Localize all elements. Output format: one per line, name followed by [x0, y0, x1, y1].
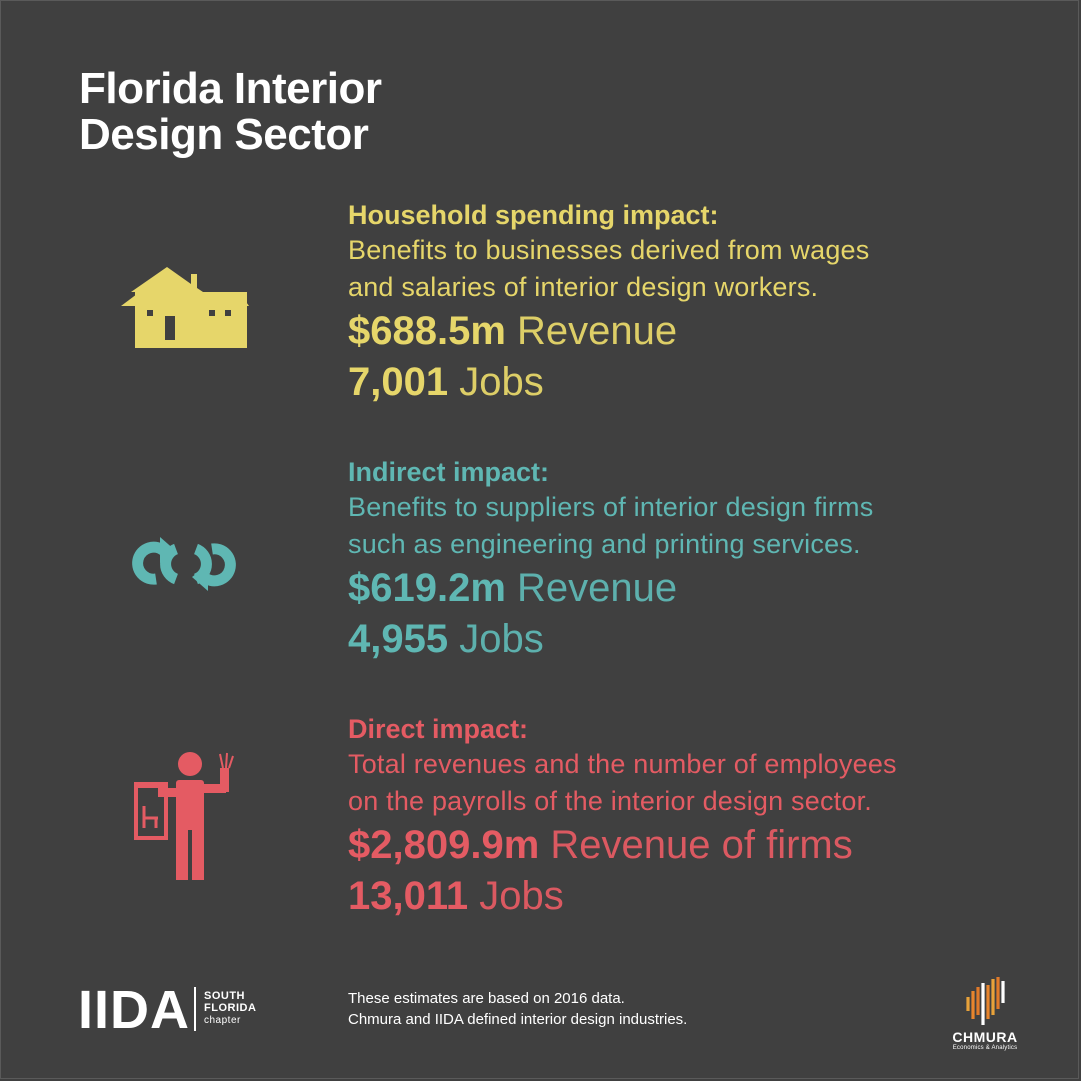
direct-revenue: $2,809.9m Revenue of firms	[348, 820, 1048, 871]
iida-logo-line-1: SOUTH	[204, 990, 245, 1002]
chmura-logo-tagline: Economics & Analytics	[952, 1045, 1018, 1051]
household-desc-line-1: Benefits to businesses derived from wage…	[348, 235, 870, 265]
household-jobs: 7,001 Jobs	[348, 357, 1048, 408]
indirect-jobs: 4,955 Jobs	[348, 614, 1048, 665]
chmura-logo-name: CHMURA	[952, 1029, 1018, 1045]
iida-logo-wordmark: IIDA	[78, 980, 190, 1040]
direct-jobs: 13,011 Jobs	[348, 871, 1048, 922]
direct-revenue-value: $2,809.9m	[348, 823, 540, 867]
page-title: Florida Interior Design Sector	[79, 64, 382, 159]
household-jobs-unit: Jobs	[448, 360, 544, 404]
indirect-desc-line-1: Benefits to suppliers of interior design…	[348, 492, 874, 522]
direct-desc-line-2: on the payrolls of the interior design s…	[348, 786, 872, 816]
household-revenue-unit: Revenue	[505, 309, 678, 353]
household-jobs-value: 7,001	[348, 360, 449, 404]
household-heading: Household spending impact:	[348, 200, 719, 230]
direct-desc-line-1: Total revenues and the number of employe…	[348, 749, 897, 779]
direct-heading: Direct impact:	[348, 714, 529, 744]
chmura-bars-icon	[966, 977, 1005, 1025]
direct-section: Direct impact: Total revenues and the nu…	[348, 712, 1048, 922]
chmura-logo: CHMURA Economics & Analytics	[940, 975, 1030, 1051]
indirect-revenue-unit: Revenue	[505, 566, 678, 610]
household-revenue: $688.5m Revenue	[348, 306, 1048, 357]
footer-note-line-1: These estimates are based on 2016 data.	[348, 990, 625, 1007]
indirect-jobs-value: 4,955	[348, 617, 449, 661]
title-line-2: Design Sector	[79, 110, 369, 159]
indirect-jobs-unit: Jobs	[448, 617, 544, 661]
iida-logo-chapter: SOUTH FLORIDA chapter	[204, 990, 256, 1028]
direct-jobs-unit: Jobs	[468, 874, 564, 918]
iida-logo-line-2: FLORIDA	[204, 1002, 257, 1014]
indirect-revenue: $619.2m Revenue	[348, 563, 1048, 614]
iida-logo-line-3: chapter	[204, 1015, 241, 1026]
household-desc-line-2: and salaries of interior design workers.	[348, 272, 819, 302]
household-section: Household spending impact: Benefits to b…	[348, 198, 1048, 408]
direct-jobs-value: 13,011	[348, 874, 469, 918]
indirect-revenue-value: $619.2m	[348, 566, 506, 610]
footer-note-line-2: Chmura and IIDA defined interior design …	[348, 1011, 688, 1028]
indirect-section: Indirect impact: Benefits to suppliers o…	[348, 455, 1048, 665]
direct-revenue-unit: Revenue of firms	[539, 823, 853, 867]
designer-icon	[134, 752, 234, 880]
cycle-arrows-icon	[132, 537, 236, 591]
footer-note: These estimates are based on 2016 data. …	[348, 988, 687, 1030]
title-line-1: Florida Interior	[79, 64, 382, 113]
household-revenue-value: $688.5m	[348, 309, 506, 353]
house-icon	[121, 267, 249, 348]
iida-logo-divider	[194, 987, 196, 1031]
indirect-desc-line-2: such as engineering and printing service…	[348, 529, 861, 559]
indirect-heading: Indirect impact:	[348, 457, 550, 487]
